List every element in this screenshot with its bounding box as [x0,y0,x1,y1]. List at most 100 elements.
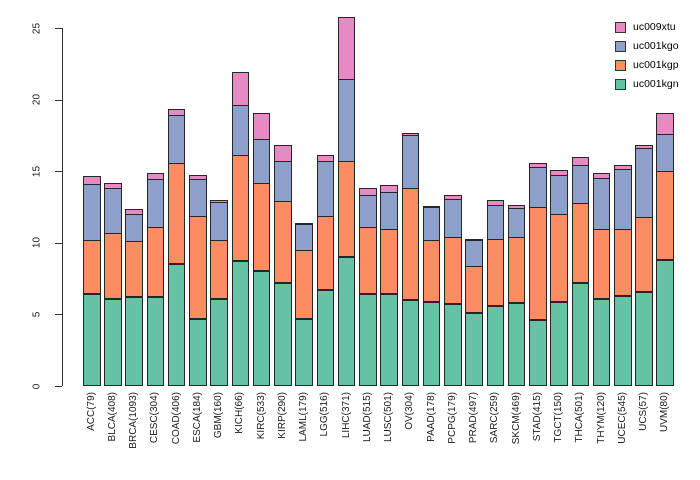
bar [656,113,674,386]
legend-item: uc001kgp [615,60,679,71]
legend-swatch-uc001kgo [615,41,626,52]
bar-segment-uc001kgo [210,202,228,241]
y-tick [55,28,62,29]
legend-label: uc001kgo [633,40,679,52]
bar-segment-uc001kgp [550,214,568,302]
bar-segment-uc001kgn [486,305,505,386]
bar-segment-uc001kgp [529,207,547,321]
bar [422,205,441,386]
x-tick-label: UVM(80) [659,392,671,433]
bar-segment-uc001kgp [316,215,335,291]
x-tick-label: BLCA(408) [106,392,118,442]
bar [210,200,228,386]
bar-segment-uc001kgo [444,199,462,239]
bar-segment-uc001kgn [656,259,674,386]
bar [635,144,653,386]
bar-segment-uc001kgn [529,320,547,386]
bar-segment-uc001kgp [614,228,632,296]
bar-segment-uc001kgn [635,291,653,386]
bar-segment-uc001kgn [422,301,441,386]
legend-item: uc001kgo [615,41,679,52]
bar-segment-uc001kgn [380,294,398,386]
x-tick-label: COAD(406) [170,392,182,445]
bar-segment-uc001kgp [125,241,143,298]
bar-segment-uc001kgn [614,295,632,386]
x-tick-label: LUAD(515) [361,392,373,443]
bar-segment-uc001kgp [465,265,483,313]
bar-segment-uc001kgo [529,166,547,209]
y-tick-label: 0 [31,383,43,389]
x-tick-label: OV(304) [404,392,416,430]
x-tick-label: PRAD(497) [468,392,480,444]
bar [507,204,526,386]
bar-segment-uc001kgo [274,160,292,203]
bar-segment-uc001kgn [231,261,250,386]
y-tick-label: 10 [31,237,43,249]
bar-segment-uc001kgp [167,162,186,265]
bar-segment-uc001kgp [231,155,250,262]
bar-segment-uc001kgn [571,282,590,386]
bar-segment-uc001kgp [210,239,228,299]
bar [252,113,271,386]
bar [337,17,356,386]
bar [125,209,143,386]
x-tick-label: CESC(304) [149,392,161,444]
bar-segment-uc001kgn [465,312,483,386]
bar-segment-uc001kgo [550,175,568,216]
bar-segment-uc001kgo [104,187,122,234]
bar-segment-uc001kgo [83,183,101,241]
bar [359,187,377,386]
bar-segment-uc001kgo [316,160,335,217]
x-tick-label: LUSC(501) [383,392,395,443]
bar-segment-uc001kgp [380,228,398,295]
x-tick-label: ESCA(184) [191,392,203,443]
bar-segment-uc001kgn [189,318,207,386]
bar-segment-uc001kgo [592,177,611,230]
bar [167,108,186,386]
bar-segment-uc001kgp [486,238,505,306]
bar [274,144,292,386]
bar-segment-uc001kgn [507,302,526,386]
bar-segment-uc001kgo [359,195,377,229]
bar-segment-uc001kgn [316,290,335,386]
bar-segment-uc001kgo [380,192,398,230]
bar [592,173,611,386]
bar-segment-uc001kgo [465,239,483,267]
bar [401,133,420,386]
bar-segment-uc001kgo [401,135,420,190]
bar-segment-uc001kgp [507,237,526,303]
bar-segment-uc001kgp [401,188,420,301]
bar-segment-uc001kgo [189,179,207,217]
x-tick-label: PCPG(179) [446,392,458,444]
y-tick-label: 5 [31,311,43,318]
x-tick-label: THYM(120) [595,392,607,444]
x-tick-label: KIRP(290) [276,392,288,439]
y-tick-label: 20 [31,94,43,106]
bar-segment-uc001kgo [337,79,356,163]
x-tick-label: GBM(160) [213,392,225,439]
x-tick-label: KIRC(533) [255,392,267,440]
bar-segment-uc001kgp [444,237,462,305]
bar [316,154,335,386]
bar-segment-uc001kgo [571,165,590,204]
bar-segment-uc001kgp [635,217,653,292]
x-tick-label: LGG(516) [319,392,331,437]
y-tick [55,242,62,244]
bar-segment-uc001kgp [252,182,271,272]
bar-segment-uc009xtu [231,71,250,106]
bar-segment-uc001kgn [252,271,271,386]
bar-segment-uc001kgp [592,228,611,299]
bar-segment-uc001kgn [167,264,186,386]
legend-swatch-uc001kgn [615,79,626,90]
x-tick-label: SKCM(469) [510,392,522,445]
bar-segment-uc001kgn [359,294,377,386]
bar-segment-uc001kgp [422,239,441,302]
bar-segment-uc001kgo [614,169,632,230]
bar-segment-uc001kgn [274,282,292,386]
bar-segment-uc001kgn [146,297,165,386]
x-tick-label: ACC(79) [85,392,97,431]
y-tick-label: 25 [31,22,43,34]
bar-segment-uc001kgp [146,227,165,298]
bar-segment-uc001kgo [422,206,441,241]
bar-segment-uc001kgo [635,147,653,219]
